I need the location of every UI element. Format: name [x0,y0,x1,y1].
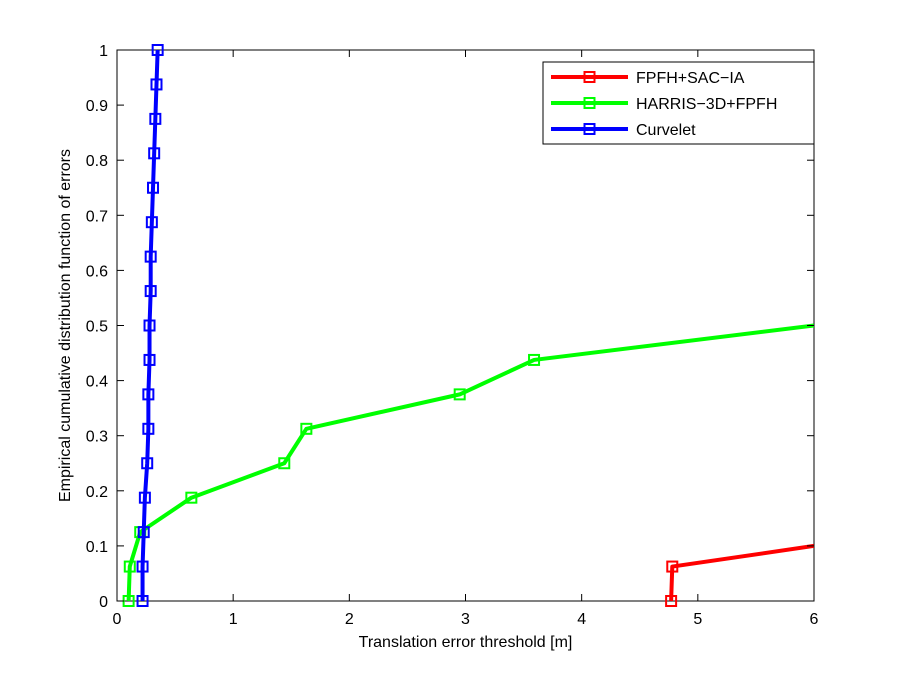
data-point [148,147,161,160]
data-point [453,388,466,401]
series-line [126,323,814,602]
data-point [278,457,291,470]
data-point [666,560,679,573]
data-point [147,181,160,194]
series-line [140,49,160,601]
data-point [123,560,136,573]
y-tick-label: 0.5 [86,319,108,336]
series-0 [665,543,814,607]
legend-swatch-marker [583,97,596,109]
x-axis-label: Translation error threshold [m] [359,634,573,651]
x-tick-label: 4 [577,611,586,628]
data-point [143,353,156,366]
y-axis-label: Empirical cumulative distribution functi… [57,149,74,502]
x-tick-label: 6 [810,611,819,628]
data-point [142,388,155,401]
data-point [138,491,151,504]
legend-item: Curvelet [551,122,696,139]
x-tick-label: 2 [345,611,354,628]
data-point [143,319,156,332]
legend-swatch-marker [583,123,596,135]
x-tick-label: 5 [693,611,702,628]
legend-label: FPFH+SAC−IA [636,70,745,87]
legend: FPFH+SAC−IA HARRIS−3D+FPFH Curvelet [542,61,815,145]
legend-label: Curvelet [636,122,696,139]
y-tick-label: 0.1 [86,539,108,556]
y-tick-label: 0 [99,594,108,611]
y-tick-label: 0.2 [86,484,108,501]
x-tick-label: 0 [113,611,122,628]
series-2 [136,44,164,607]
data-point [142,422,155,435]
data-point [665,595,678,607]
ticks-layer: 0 1 2 3 4 5 6 0 0.1 0.2 0.3 0.4 0.5 0.6 0.7 0.8 0.9 1 [86,43,819,628]
data-point [144,285,157,298]
data-point [145,216,158,229]
data-point [151,44,164,56]
legend-swatch-marker [583,71,596,83]
data-point [150,78,163,91]
y-tick-label: 0.8 [86,153,108,170]
y-tick-label: 0.7 [86,208,108,225]
data-point [136,595,149,607]
data-point [144,250,157,263]
y-tick-label: 1 [99,43,108,60]
data-point [141,457,154,470]
data-point [137,526,150,539]
series-line [669,543,814,602]
data-point [149,112,162,125]
legend-label: HARRIS−3D+FPFH [636,96,777,113]
series-1 [122,323,814,607]
data-point [528,353,541,366]
legend-item: FPFH+SAC−IA [551,70,745,87]
series-layer [122,44,814,607]
x-tick-label: 3 [461,611,470,628]
data-point [136,560,149,573]
y-tick-label: 0.4 [86,374,108,391]
y-tick-label: 0.9 [86,98,108,115]
data-point [300,422,313,435]
y-tick-label: 0.6 [86,263,108,280]
y-tick-label: 0.3 [86,429,108,446]
data-point [185,491,198,504]
x-tick-label: 1 [229,611,238,628]
legend-item: HARRIS−3D+FPFH [551,96,777,113]
